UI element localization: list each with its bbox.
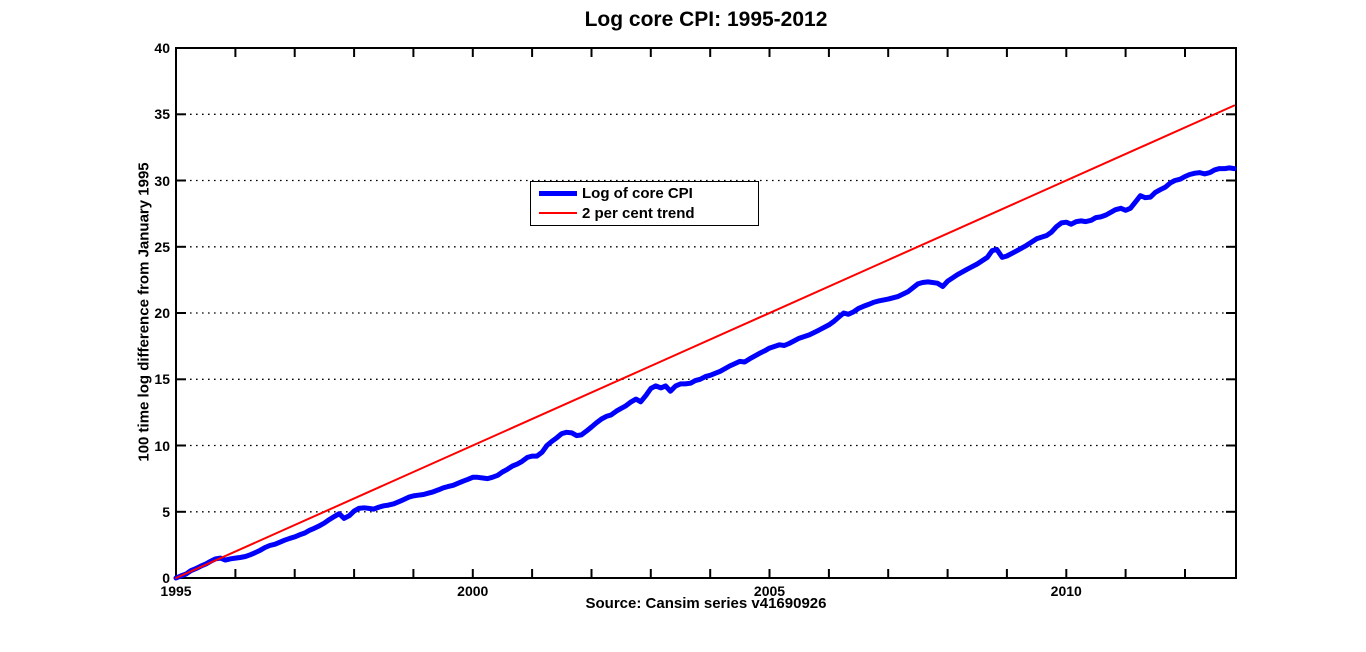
- series-line-2-per-cent-trend: [175, 104, 1236, 579]
- y-tick-label-0: 0: [162, 570, 170, 586]
- y-tick-label-35: 35: [154, 106, 170, 123]
- x-tick-label-2005: 2005: [753, 583, 786, 599]
- legend-label: Log of core CPI: [582, 185, 693, 203]
- y-tick-label-20: 20: [154, 305, 170, 321]
- legend-box: Log of core CPI 2 per cent trend: [530, 181, 759, 226]
- legend-line-sample-blue: [539, 191, 577, 197]
- legend-line-sample-red: [539, 212, 577, 215]
- x-tick-label-2000: 2000: [457, 583, 489, 599]
- y-tick-label-5: 5: [162, 503, 170, 520]
- y-tick-label-40: 40: [154, 40, 170, 56]
- series-line-log-of-core-cpi: [173, 165, 1237, 581]
- legend-entry-log-core-cpi: Log of core CPI: [531, 184, 758, 203]
- legend-entry-2-per-cent-trend: 2 per cent trend: [531, 204, 758, 223]
- y-tick-label-30: 30: [154, 172, 170, 189]
- x-tick-label-2010: 2010: [1050, 583, 1082, 599]
- legend-label: 2 per cent trend: [582, 204, 695, 222]
- y-tick-label-25: 25: [154, 238, 170, 255]
- x-tick-label-1995: 1995: [160, 583, 192, 599]
- y-tick-label-15: 15: [154, 371, 170, 388]
- y-tick-label-10: 10: [154, 437, 170, 454]
- x-axis-label-source-caption: Source: Cansim series v41690926: [585, 595, 827, 612]
- chart-title: Log core CPI: 1995-2012: [584, 8, 828, 31]
